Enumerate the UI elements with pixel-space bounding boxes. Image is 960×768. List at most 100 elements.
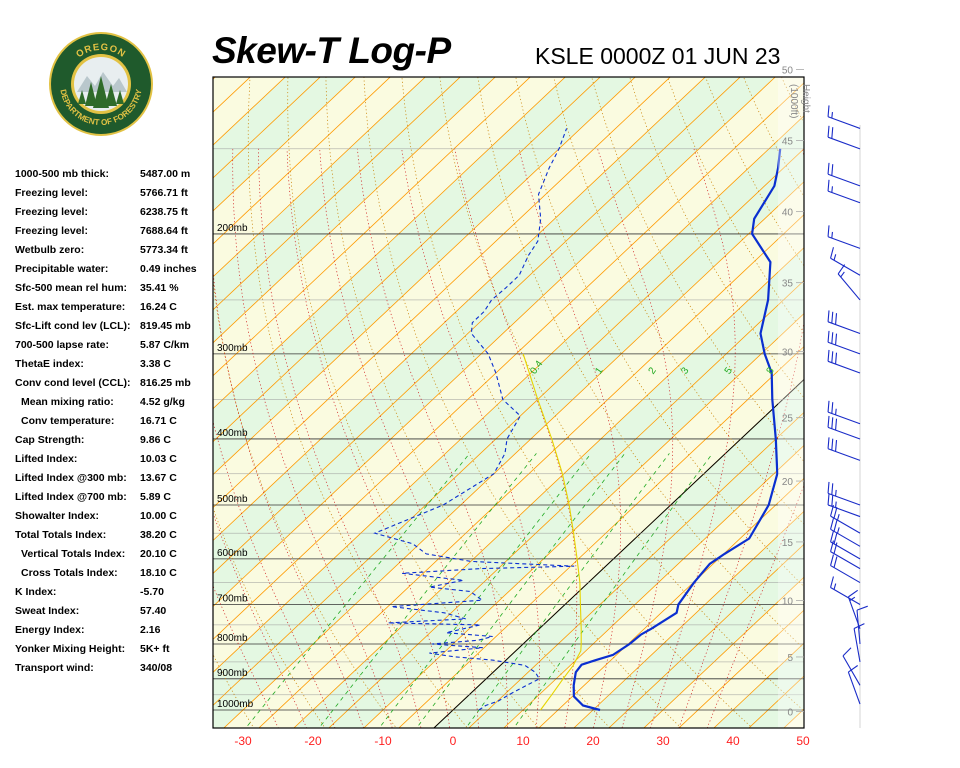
index-value: 10.00 C [140, 510, 177, 522]
index-label: Cap Strength: [15, 434, 85, 446]
index-label: Freezing level: [15, 225, 88, 237]
wind-barb-shaft [827, 426, 861, 440]
wind-barb-flag [835, 333, 838, 346]
isotherm-line [643, 576, 804, 728]
isotherm-line [213, 77, 286, 146]
wind-barb-flag [830, 247, 834, 259]
wind-barb-shaft [827, 116, 861, 129]
wind-barb-shaft [827, 341, 861, 355]
isotherm-line [503, 444, 804, 728]
dry-adiabat [515, 77, 804, 588]
wind-barb-flag [833, 556, 838, 568]
index-label: Precipitable water: [15, 263, 109, 275]
mixing-ratio-label: 2 [647, 365, 659, 376]
index-value: 3.38 C [140, 358, 171, 370]
wind-barb-flag [827, 162, 830, 175]
wind-barb-half-flag [836, 514, 840, 521]
index-label: Wetbulb zero: [15, 244, 85, 256]
wind-barb-flag [848, 589, 858, 598]
wind-barb [842, 647, 861, 686]
index-value: 6238.75 ft [140, 206, 188, 218]
height-tick-label: 50 [782, 65, 794, 76]
index-label: Freezing level: [15, 187, 88, 199]
index-label: Energy Index: [15, 624, 85, 636]
wind-barb-flag [831, 332, 834, 344]
wind-barb-flag [830, 554, 834, 566]
wind-barb-shaft [830, 528, 861, 547]
x-tick-label: 50 [796, 734, 810, 748]
wind-barb-shaft [827, 504, 861, 518]
moist-adiabat [213, 585, 279, 728]
isotherm-line [258, 214, 804, 728]
index-value: 20.10 C [140, 548, 177, 560]
wind-barb-flag [842, 647, 852, 657]
station-datetime: KSLE 0000Z 01 JUN 23 [535, 43, 781, 69]
dry-adiabat [74, 29, 188, 738]
index-label: 1000-500 mb thick: [15, 168, 109, 180]
mixing-ratio-label: 1 [593, 365, 605, 376]
moist-adiabat [518, 148, 621, 728]
dry-adiabat [363, 77, 682, 728]
height-tick-label: 10 [782, 597, 794, 608]
index-label: K Index: [15, 586, 57, 598]
wind-barb-flag [831, 311, 834, 324]
wind-barb-flag [827, 310, 830, 322]
isotherm-line [213, 77, 636, 476]
wind-barb-shaft [830, 565, 861, 584]
mixing-ratio-line [416, 453, 626, 728]
index-value: 5773.34 ft [140, 244, 188, 256]
wind-barb-shaft [830, 257, 861, 276]
index-label: Lifted Index @700 mb: [15, 491, 127, 503]
wind-barb-half-flag [840, 271, 845, 278]
index-label: Total Totals Index: [15, 529, 107, 541]
wind-barb-half-flag [849, 596, 856, 602]
index-label: Sfc-500 mean rel hum: [15, 282, 128, 294]
wind-barb [830, 247, 861, 276]
wind-barb-flag [827, 225, 830, 237]
index-value: 5766.71 ft [140, 187, 188, 199]
moist-adiabat [706, 484, 804, 728]
wind-barb [827, 310, 861, 334]
isotherm-line [213, 77, 391, 245]
wind-barb-shaft [847, 596, 861, 630]
isotherm-line [213, 77, 566, 410]
wind-barb-flag [827, 493, 830, 505]
wind-barb-half-flag [836, 527, 840, 534]
index-label: Cross Totals Index: [21, 567, 118, 579]
index-label: Freezing level: [15, 206, 88, 218]
index-label: Transport wind: [15, 662, 94, 674]
profile-line [522, 353, 582, 711]
wind-barb-shaft [830, 551, 861, 570]
x-tick-label: 20 [586, 734, 600, 748]
index-value: 18.10 C [140, 567, 177, 579]
index-value: 340/08 [140, 662, 173, 674]
index-value: 5.87 C/km [140, 339, 190, 351]
index-label: ThetaE index: [15, 358, 84, 370]
wind-barb-flag [833, 542, 838, 554]
wind-barb-flag [831, 351, 834, 363]
x-tick-label: -10 [374, 734, 392, 748]
x-tick-label: 30 [656, 734, 670, 748]
wind-barb-flag [835, 418, 838, 431]
wind-barb-flag [827, 481, 830, 494]
wind-barb [827, 400, 861, 425]
mixing-ratio-label: 8 [765, 365, 777, 376]
wind-barb-flag [830, 518, 834, 530]
wind-barb-flag [835, 440, 838, 452]
dry-adiabat [247, 77, 468, 728]
moist-adiabat [597, 148, 674, 728]
wind-barb-flag [830, 576, 834, 588]
isotherm-line [213, 77, 496, 344]
wind-barb-flag [856, 605, 868, 611]
wind-barb [830, 554, 861, 584]
dry-adiabat [213, 506, 326, 728]
wind-barb [837, 264, 861, 301]
wind-barb-flag [830, 540, 834, 552]
index-label: Lifted Index: [15, 453, 78, 465]
isotherm-line [213, 115, 804, 673]
index-value: 16.71 C [140, 415, 177, 427]
isotherm-line [213, 77, 251, 113]
wind-barb [827, 125, 861, 150]
isotherm-line [608, 543, 804, 728]
index-value: 16.24 C [140, 301, 177, 313]
